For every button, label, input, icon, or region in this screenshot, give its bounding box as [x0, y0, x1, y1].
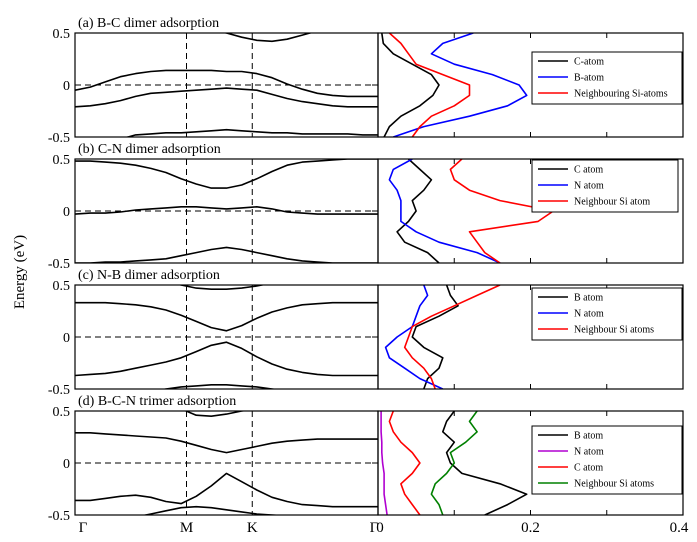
y-tick-label: -0.5 [48, 383, 70, 398]
legend-label: B atom [574, 431, 603, 442]
panel-title: (a) B-C dimer adsorption [78, 16, 219, 31]
x-tick-label: M [180, 520, 193, 536]
dos-series-0 [411, 285, 459, 389]
legend-label: N atom [574, 309, 604, 320]
band-line-0 [184, 411, 248, 418]
legend-label: B atom [574, 293, 603, 304]
legend-label: Neighbour Si atoms [574, 325, 654, 336]
dos-curves [384, 285, 501, 389]
dos-curves [388, 159, 555, 263]
dos-frame [377, 410, 684, 516]
band-line-3 [124, 128, 378, 137]
dos-series-0 [381, 33, 440, 137]
dos-series-1 [380, 411, 388, 515]
y-tick-label: 0.5 [53, 153, 71, 168]
band-line-1 [75, 206, 378, 215]
y-tick-label: 0.5 [53, 27, 71, 42]
y-tick-label: -0.5 [48, 131, 70, 146]
legend: C atom N atom Neighbour Si atom [531, 159, 679, 213]
legend-label: N atom [574, 181, 604, 192]
band-line-1 [75, 69, 378, 98]
dos-series-2 [388, 411, 421, 515]
bands [75, 285, 378, 389]
y-tick-label: 0.5 [53, 405, 71, 420]
panel-3: (d) B-C-N trimer adsorption 0.5 0 -0.5 B ato… [48, 394, 684, 524]
bands [75, 411, 378, 515]
dos-frame [377, 284, 684, 390]
dos-series-1 [384, 285, 444, 389]
panel-1: (b) C-N dimer adsorption 0.5 0 -0.5 C atom N … [48, 142, 684, 272]
x-tick-label: Γ [370, 520, 379, 536]
dos-curves [380, 411, 528, 515]
dos-series-3 [430, 411, 478, 515]
band-line-1 [75, 301, 378, 332]
dos-series-0 [396, 159, 440, 263]
legend: B atom N atom Neighbour Si atoms [531, 287, 683, 341]
y-tick-label: 0 [63, 331, 70, 346]
panel-title: (d) B-C-N trimer adsorption [78, 394, 236, 409]
legend-label: Neighbour Si atom [574, 197, 650, 208]
legend-label: Neighbour Si atoms [574, 479, 654, 490]
band-line-0 [75, 159, 378, 189]
x-tick-label: Γ [79, 520, 88, 536]
bands [75, 33, 378, 137]
panel-title: (c) N-B dimer adsorption [78, 268, 220, 283]
dos-frame [377, 32, 684, 138]
y-tick-label: -0.5 [48, 509, 70, 524]
x-tick-label: K [247, 520, 258, 536]
band-line-2 [75, 87, 378, 108]
legend-label: N atom [574, 447, 604, 458]
dos-x-tick-label: 0.2 [521, 520, 540, 536]
panel-0: (a) B-C dimer adsorption 0.5 0 -0.5 C-atom B-… [48, 16, 684, 146]
y-axis-label: Energy (eV) [12, 235, 28, 309]
y-tick-label: 0.5 [53, 279, 71, 294]
legend-label: C atom [574, 165, 603, 176]
y-tick-label: -0.5 [48, 257, 70, 272]
panel-title: (b) C-N dimer adsorption [78, 142, 221, 157]
y-tick-label: 0 [63, 457, 70, 472]
band-line-2 [75, 246, 378, 263]
legend-label: Neighbouring Si-atoms [574, 89, 668, 100]
y-tick-label: 0 [63, 205, 70, 220]
dos-x-tick-label: 0.4 [670, 520, 689, 536]
legend: B atom N atom C atom Neighbour Si atoms [531, 425, 683, 495]
band-line-2 [75, 472, 378, 508]
y-tick-label: 0 [63, 79, 70, 94]
dos-series-1 [388, 159, 501, 263]
legend-label: C atom [574, 463, 603, 474]
band-line-3 [161, 383, 278, 389]
dos-curves [381, 33, 528, 137]
panel-2: (c) N-B dimer adsorption 0.5 0 -0.5 B atom N … [48, 268, 684, 398]
legend: C-atom B-atom Neighbouring Si-atoms [531, 51, 683, 105]
band-line-3 [141, 505, 285, 515]
band-line-1 [75, 431, 378, 454]
dos-frame [377, 158, 684, 264]
dos-series-2 [403, 285, 501, 389]
dos-series-0 [441, 411, 528, 515]
band-line-0 [178, 285, 266, 291]
dos-x-tick-label: 0 [376, 520, 384, 536]
band-line-2 [75, 341, 378, 377]
dos-series-2 [388, 33, 471, 137]
legend-label: B-atom [574, 73, 604, 84]
legend-label: C-atom [574, 57, 604, 68]
dos-series-1 [393, 33, 528, 137]
